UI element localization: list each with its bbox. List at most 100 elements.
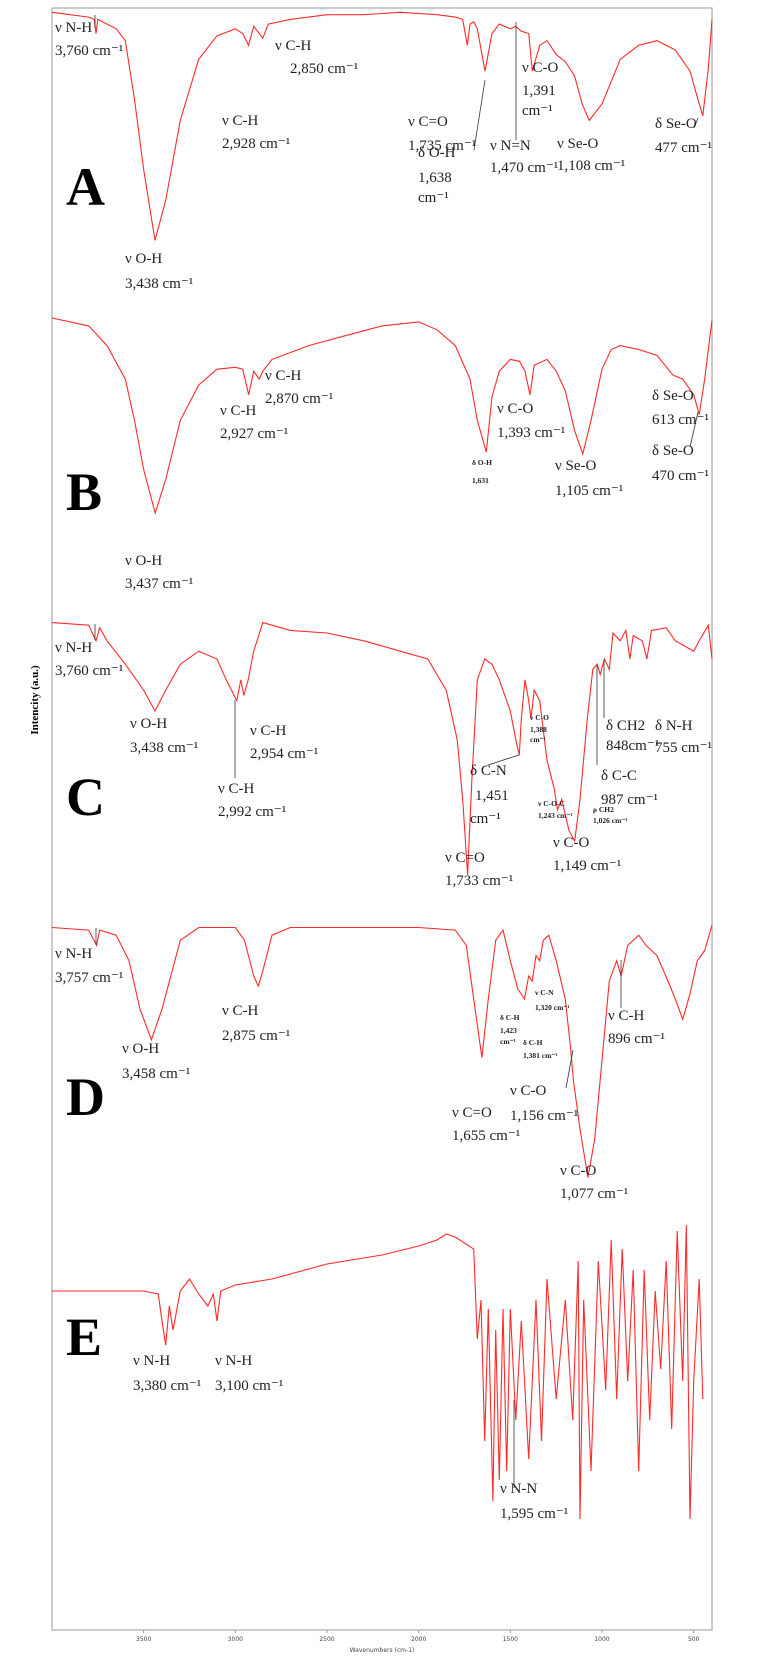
- peak-annotation: 3,438 cm⁻¹: [125, 276, 193, 292]
- x-tick-label: 3000: [228, 1636, 243, 1643]
- peak-annotation: 613 cm⁻¹: [652, 412, 709, 428]
- panel-label: E: [66, 1307, 102, 1367]
- peak-annotation: 2,870 cm⁻¹: [265, 391, 333, 407]
- spectrum-line: [52, 1224, 704, 1520]
- peak-annotation: ν O-H: [130, 716, 167, 732]
- peak-annotation: δ C-C: [601, 768, 637, 784]
- peak-annotation: cm⁻¹: [500, 1037, 516, 1046]
- peak-annotation: 1,595 cm⁻¹: [500, 1506, 568, 1522]
- peak-annotation: cm⁻¹: [470, 811, 501, 827]
- peak-annotation: 987 cm⁻¹: [601, 792, 658, 808]
- peak-annotation: ν N-N: [500, 1481, 537, 1497]
- peak-annotation: ν C-H: [222, 1003, 259, 1019]
- panel-label: B: [66, 462, 102, 522]
- peak-annotation: 3,458 cm⁻¹: [122, 1066, 190, 1082]
- peak-annotation: 1,470 cm⁻¹: [490, 160, 558, 176]
- peak-annotation: δ C-H: [523, 1038, 543, 1047]
- peak-annotation: 1,077 cm⁻¹: [560, 1186, 628, 1202]
- peak-annotation: ν C-O: [510, 1083, 547, 1099]
- peak-annotation: ν C-H: [250, 723, 287, 739]
- peak-annotation: ν C-H: [222, 113, 259, 129]
- peak-annotation: 1,735 cm⁻¹: [408, 138, 476, 154]
- peak-annotation: δ O-H: [418, 145, 456, 161]
- peak-annotation: ν C=O: [445, 850, 485, 866]
- peak-annotation: 1,105 cm⁻¹: [555, 483, 623, 499]
- peak-annotation: δ Se-O: [652, 388, 694, 404]
- peak-annotation: 3,437 cm⁻¹: [125, 576, 193, 592]
- spectrum-line: [51, 621, 713, 875]
- peak-annotation: cm⁻¹: [530, 735, 546, 744]
- peak-annotation: 2,875 cm⁻¹: [222, 1028, 290, 1044]
- peak-annotation: ν C-O: [560, 1163, 597, 1179]
- peak-annotation: 1,320 cm⁻¹: [535, 1003, 570, 1012]
- peak-annotation: ν C-H: [265, 368, 302, 384]
- peak-annotation: 1,388: [530, 725, 547, 734]
- peak-annotation: ν C-O: [497, 401, 534, 417]
- peak-annotation: ν Se-O: [557, 136, 599, 152]
- peak-annotation: 1,243 cm⁻¹: [538, 811, 573, 820]
- peak-annotation: 755 cm⁻¹: [655, 740, 712, 756]
- leader-line: [565, 1049, 574, 1089]
- peak-annotation: ν N-H: [55, 946, 92, 962]
- peak-annotation: ν N-H: [215, 1353, 252, 1369]
- peak-annotation: 2,954 cm⁻¹: [250, 746, 318, 762]
- spectrum-line: [51, 11, 713, 241]
- peak-annotation: ν N=N: [490, 138, 531, 154]
- peak-annotation: ν O-H: [125, 251, 162, 267]
- peak-annotation: 3,757 cm⁻¹: [55, 970, 123, 986]
- peak-annotation: 1,733 cm⁻¹: [445, 873, 513, 889]
- x-tick-label: 2000: [411, 1636, 426, 1643]
- peak-annotation: 2,927 cm⁻¹: [220, 426, 288, 442]
- peak-annotation: 896 cm⁻¹: [608, 1031, 665, 1047]
- x-tick-label: 3500: [136, 1636, 151, 1643]
- peak-annotation: ν N-H: [55, 20, 92, 36]
- peak-annotation: ν C-H: [275, 38, 312, 54]
- peak-annotation: 3,380 cm⁻¹: [133, 1378, 201, 1394]
- peak-annotation: ν C-O: [553, 835, 590, 851]
- leader-line: [487, 754, 520, 766]
- spectrum-line: [51, 924, 713, 1178]
- peak-annotation: ν C=O: [452, 1105, 492, 1121]
- y-axis-label: Intencity (a.u.): [29, 665, 41, 735]
- peak-annotation: ν C-O-C: [537, 799, 565, 808]
- peak-annotation: 470 cm⁻¹: [652, 468, 709, 484]
- peak-annotation: 1,149 cm⁻¹: [553, 858, 621, 874]
- peak-annotation: 1,638: [418, 170, 452, 186]
- plot-frame: [51, 7, 713, 1631]
- peak-annotation: 1,108 cm⁻¹: [557, 158, 625, 174]
- peak-annotation: cm⁻¹: [522, 103, 553, 119]
- peak-annotation: δ C-H: [500, 1013, 520, 1022]
- peak-annotation: 3,100 cm⁻¹: [215, 1378, 283, 1394]
- x-tick-label: 500: [688, 1636, 700, 1643]
- peak-annotation: δ N-H: [655, 718, 693, 734]
- peak-annotation: δ Se-O: [655, 116, 697, 132]
- leader-line: [693, 117, 699, 129]
- peak-annotation: 2,928 cm⁻¹: [222, 136, 290, 152]
- peak-annotation: 1,026 cm⁻¹: [593, 816, 628, 825]
- peak-annotation: ν C-O: [522, 60, 559, 76]
- peak-annotation: 3,760 cm⁻¹: [55, 663, 123, 679]
- peak-annotation: ν C-H: [220, 403, 257, 419]
- peak-annotation: ν O-H: [122, 1041, 159, 1057]
- panel-label: D: [66, 1067, 105, 1127]
- peak-annotation: ν Se-O: [555, 458, 597, 474]
- peak-annotation: cm⁻¹: [418, 190, 449, 206]
- peak-annotation: δ C-N: [470, 763, 507, 779]
- x-tick-label: 1000: [594, 1636, 609, 1643]
- peak-annotation: 1,391: [522, 83, 556, 99]
- peak-annotation: ν O-H: [125, 553, 162, 569]
- peak-annotation: ρ CH2: [593, 805, 614, 814]
- x-tick-label: 2500: [319, 1636, 334, 1643]
- x-axis-label: Wavenumbers (cm-1): [350, 1647, 415, 1654]
- peak-annotation: 3,438 cm⁻¹: [130, 740, 198, 756]
- peak-annotation: ν C-O: [529, 713, 549, 722]
- panel-label: C: [66, 767, 105, 827]
- peak-annotation: ν C-H: [608, 1008, 645, 1024]
- peak-annotation: ν N-H: [55, 640, 92, 656]
- peak-annotation: 1,451: [475, 788, 509, 804]
- leader-line: [689, 411, 699, 448]
- spectrum-line: [51, 317, 713, 515]
- peak-annotation: 477 cm⁻¹: [655, 140, 712, 156]
- peak-annotation: ν C-N: [534, 988, 554, 997]
